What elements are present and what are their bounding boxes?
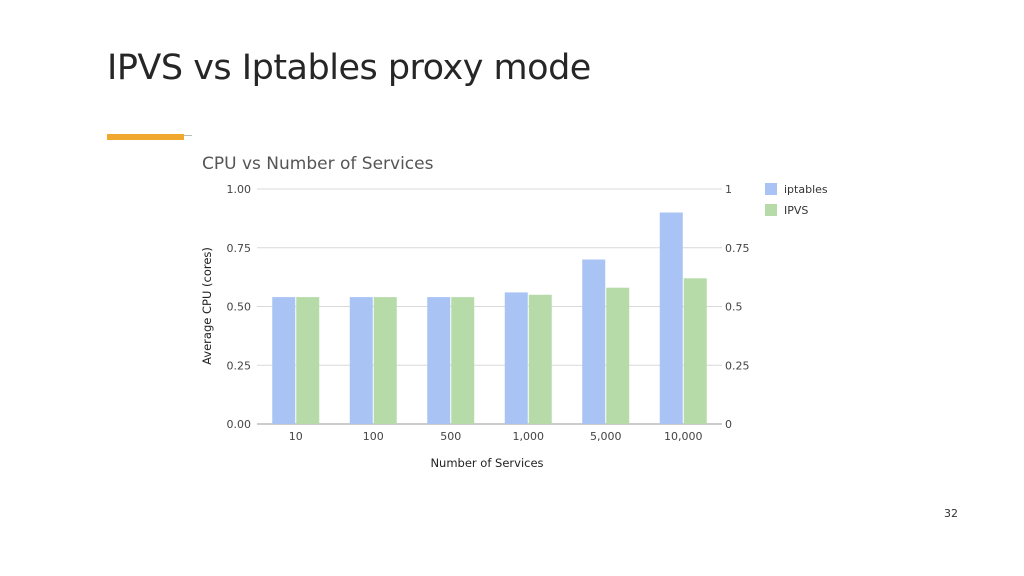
x-tick-label: 10 (289, 430, 303, 443)
bar-iptables-10000 (659, 212, 683, 424)
x-tick-label: 10,000 (664, 430, 703, 443)
x-tick-label: 1,000 (513, 430, 545, 443)
bar-ipvs-5000 (606, 287, 630, 424)
bar-iptables-1000 (504, 292, 528, 424)
bar-iptables-5000 (582, 259, 606, 424)
legend-swatch-iptables (765, 183, 777, 195)
y-tick-label-left: 0.75 (227, 242, 252, 255)
y-tick-label-left: 0.25 (227, 359, 252, 372)
bar-iptables-100 (349, 297, 373, 424)
y-axis-right-ticks: 0 0.25 0.5 0.75 1 (725, 183, 750, 431)
y-tick-label-right: 1 (725, 183, 732, 196)
y-tick-label-left: 1.00 (227, 183, 252, 196)
y-tick-label-left: 0.00 (227, 418, 252, 431)
x-axis-ticks: 10 100 500 1,000 5,000 10,000 (289, 430, 703, 443)
y-axis-label: Average CPU (cores) (200, 247, 214, 365)
title-accent-line (184, 135, 192, 136)
title-accent-bar (107, 134, 184, 140)
y-tick-label-right: 0 (725, 418, 732, 431)
bar-iptables-10 (272, 297, 296, 424)
bar-ipvs-1000 (528, 294, 552, 424)
legend-label-ipvs: IPVS (784, 204, 808, 217)
x-tick-label: 5,000 (590, 430, 622, 443)
slide-title: IPVS vs Iptables proxy mode (107, 48, 591, 88)
chart-title: CPU vs Number of Services (202, 154, 434, 174)
bar-iptables-500 (427, 297, 451, 424)
y-tick-label-right: 0.5 (725, 301, 743, 314)
bar-ipvs-500 (451, 297, 475, 424)
y-tick-label-left: 0.50 (227, 301, 252, 314)
y-tick-label-right: 0.75 (725, 242, 750, 255)
legend-swatch-ipvs (765, 204, 777, 216)
bars (272, 212, 707, 424)
legend-label-iptables: iptables (784, 183, 828, 196)
page-number: 32 (944, 507, 958, 520)
x-tick-label: 100 (363, 430, 384, 443)
x-tick-label: 500 (440, 430, 461, 443)
y-axis-left-ticks: 0.00 0.25 0.50 0.75 1.00 (227, 183, 252, 431)
x-axis-label: Number of Services (430, 456, 543, 470)
bar-ipvs-10000 (683, 278, 707, 424)
y-tick-label-right: 0.25 (725, 359, 750, 372)
bar-ipvs-100 (373, 297, 397, 424)
legend: iptables IPVS (765, 183, 828, 217)
bar-ipvs-10 (296, 297, 320, 424)
grid-lines (257, 188, 722, 425)
